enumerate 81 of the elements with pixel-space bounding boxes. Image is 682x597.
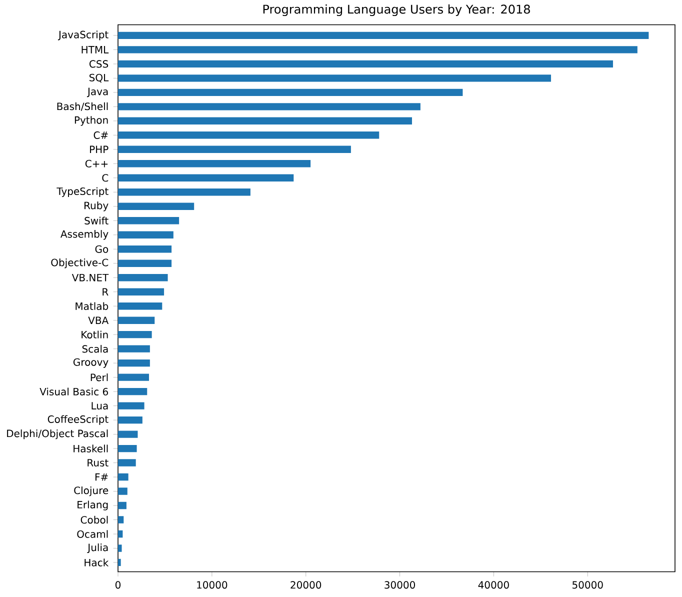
bar bbox=[118, 231, 174, 239]
bar bbox=[118, 160, 311, 168]
bar bbox=[118, 516, 124, 524]
y-tick-label: Groovy bbox=[73, 358, 108, 368]
bar bbox=[118, 246, 172, 253]
bar bbox=[118, 217, 180, 224]
y-tick-label: C# bbox=[94, 132, 108, 140]
bar bbox=[118, 302, 162, 310]
y-tick-label: Swift bbox=[84, 216, 108, 225]
bar bbox=[118, 374, 150, 382]
x-tick-label: 10000 bbox=[197, 581, 228, 589]
bar bbox=[118, 388, 148, 396]
y-tick-label: Kotlin bbox=[82, 330, 108, 339]
y-tick-label: Ruby bbox=[84, 202, 108, 212]
bar bbox=[118, 74, 552, 82]
y-tick-label: Java bbox=[86, 88, 108, 98]
bar bbox=[118, 32, 649, 40]
y-tick-label: Objective-C bbox=[51, 258, 108, 268]
y-tick-label: C++ bbox=[85, 160, 108, 168]
bar bbox=[118, 288, 164, 296]
bar bbox=[118, 146, 351, 154]
bar bbox=[118, 430, 138, 438]
y-tick-label: Lua bbox=[92, 402, 108, 410]
y-tick-label: Julia bbox=[87, 544, 108, 554]
bar bbox=[118, 260, 172, 268]
y-tick-label: CoffeeScript bbox=[48, 415, 108, 426]
bar bbox=[118, 132, 380, 139]
bar bbox=[118, 502, 126, 510]
y-tick-label: R bbox=[102, 288, 108, 296]
y-tick-label: Haskell bbox=[74, 444, 108, 453]
bar bbox=[118, 274, 168, 282]
chart-title: Programming Language Users by Year: 2018 bbox=[263, 4, 530, 16]
y-tick-label: Scala bbox=[82, 345, 108, 353]
y-tick-label: Bash/Shell bbox=[57, 102, 108, 112]
y-tick-label: Cobol bbox=[80, 516, 108, 524]
y-tick-label: Assembly bbox=[60, 230, 108, 240]
bar bbox=[118, 445, 137, 452]
bar bbox=[118, 60, 614, 68]
y-tick-label: Visual Basic 6 bbox=[40, 388, 108, 396]
y-tick-label: Delphi/Object Pascal bbox=[7, 430, 108, 440]
y-tick-label: CSS bbox=[90, 60, 108, 68]
x-tick-label: 0 bbox=[115, 581, 121, 589]
bar bbox=[118, 103, 420, 110]
bar bbox=[118, 188, 250, 196]
x-tick-label: 40000 bbox=[478, 581, 509, 589]
y-tick-label: Rust bbox=[88, 459, 108, 467]
bar bbox=[118, 360, 150, 367]
bar bbox=[118, 117, 412, 125]
bar bbox=[118, 88, 463, 96]
y-tick-label: Hack bbox=[84, 558, 109, 566]
y-tick-label: JavaScript bbox=[58, 30, 108, 40]
x-tick-label: 50000 bbox=[572, 581, 603, 589]
bar bbox=[118, 459, 136, 467]
bar bbox=[118, 46, 638, 54]
bar bbox=[118, 416, 142, 424]
y-tick-label: HTML bbox=[82, 46, 109, 54]
y-tick-label: Python bbox=[74, 116, 108, 126]
bar bbox=[118, 488, 128, 495]
y-tick-label: PHP bbox=[90, 146, 108, 154]
bar bbox=[118, 316, 155, 324]
y-tick-label: SQL bbox=[90, 74, 109, 83]
bar bbox=[118, 474, 128, 481]
y-tick-label: F# bbox=[95, 474, 108, 481]
bar bbox=[118, 402, 144, 410]
y-tick-label: C bbox=[102, 174, 108, 182]
bar bbox=[118, 345, 150, 353]
y-tick-label: Perl bbox=[90, 374, 108, 382]
bar bbox=[118, 331, 152, 338]
x-tick-label: 30000 bbox=[384, 581, 416, 589]
y-tick-label: Matlab bbox=[76, 302, 108, 310]
y-tick-label: Clojure bbox=[74, 486, 108, 496]
y-tick-label: VBA bbox=[88, 316, 109, 324]
bar bbox=[118, 544, 122, 552]
y-tick-label: Go bbox=[95, 245, 108, 254]
bar bbox=[118, 202, 194, 210]
bar bbox=[118, 174, 294, 182]
y-tick-label: VB.NET bbox=[72, 274, 109, 282]
x-tick-label: 20000 bbox=[290, 581, 322, 589]
y-tick-label: Erlang bbox=[78, 500, 108, 510]
y-tick-label: Ocaml bbox=[77, 530, 108, 538]
y-tick-label: TypeScript bbox=[56, 187, 108, 198]
